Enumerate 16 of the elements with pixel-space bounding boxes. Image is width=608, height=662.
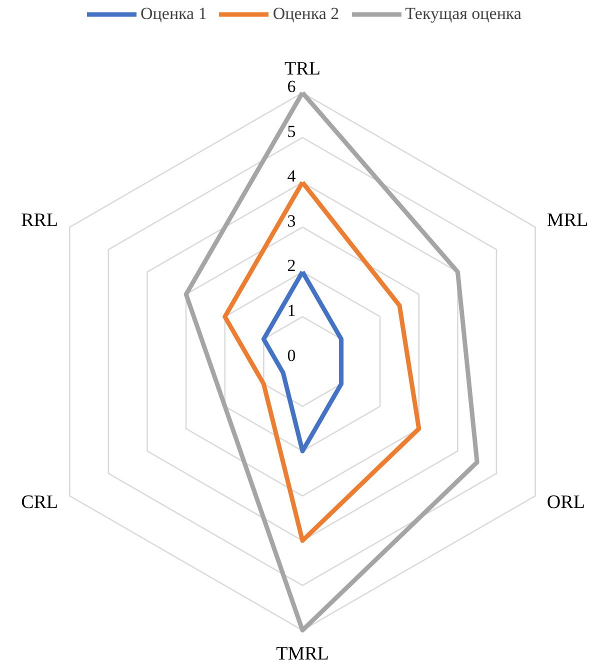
spoke-label: MRL <box>546 210 588 231</box>
y-tick-label: 6 <box>287 77 296 96</box>
y-tick-label: 0 <box>287 346 296 365</box>
spoke-label: TMRL <box>276 644 329 662</box>
spoke-label: TRL <box>284 58 320 80</box>
legend-label: Оценка 2 <box>272 4 340 24</box>
y-tick-label: 2 <box>287 256 296 276</box>
spoke-label: ORL <box>546 492 585 514</box>
spoke-label: RRL <box>21 210 58 231</box>
y-tick-label: 3 <box>287 211 296 230</box>
spoke-label: CRL <box>21 492 58 514</box>
y-tick-label: 4 <box>287 166 296 186</box>
y-tick-label: 1 <box>287 301 296 320</box>
legend-label: Текущая оценка <box>405 4 522 24</box>
legend-label: Оценка 1 <box>140 4 207 24</box>
y-tick-label: 5 <box>287 122 296 141</box>
